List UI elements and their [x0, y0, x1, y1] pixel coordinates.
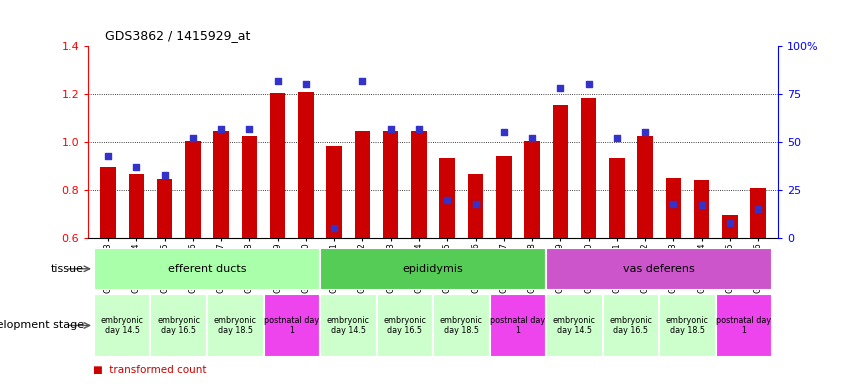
Text: development stage: development stage	[0, 320, 84, 331]
Point	[497, 129, 510, 136]
Bar	[489, 294, 546, 357]
Bar	[440, 158, 455, 238]
Point	[553, 85, 567, 91]
Text: embryonic
day 18.5: embryonic day 18.5	[440, 316, 483, 335]
Text: embryonic
day 16.5: embryonic day 16.5	[610, 316, 653, 335]
Bar	[694, 180, 710, 238]
Point	[384, 126, 398, 132]
Bar	[94, 248, 320, 290]
Bar	[546, 294, 603, 357]
Bar	[263, 294, 320, 357]
Bar	[100, 167, 116, 238]
Bar	[241, 136, 257, 238]
Point	[723, 220, 737, 226]
Bar	[665, 178, 681, 238]
Text: postnatal day
1: postnatal day 1	[490, 316, 546, 335]
Text: postnatal day
1: postnatal day 1	[264, 316, 320, 335]
Bar	[722, 215, 738, 238]
Bar	[214, 131, 229, 238]
Point	[214, 126, 228, 132]
Text: embryonic
day 14.5: embryonic day 14.5	[101, 316, 144, 335]
Bar	[637, 136, 653, 238]
Bar	[320, 294, 377, 357]
Point	[102, 152, 115, 159]
Bar	[151, 294, 207, 357]
Point	[468, 200, 482, 207]
Point	[186, 135, 199, 141]
Point	[526, 135, 539, 141]
Text: vas deferens: vas deferens	[623, 264, 696, 274]
Bar	[207, 294, 263, 357]
Point	[412, 126, 426, 132]
Bar	[377, 294, 433, 357]
Point	[356, 78, 369, 84]
Bar	[355, 131, 370, 238]
Text: GDS3862 / 1415929_at: GDS3862 / 1415929_at	[105, 29, 251, 42]
Bar	[496, 157, 511, 238]
Text: embryonic
day 16.5: embryonic day 16.5	[383, 316, 426, 335]
Text: embryonic
day 16.5: embryonic day 16.5	[157, 316, 200, 335]
Bar	[129, 174, 144, 238]
Point	[582, 81, 595, 88]
Text: postnatal day
1: postnatal day 1	[717, 316, 771, 335]
Bar	[411, 131, 426, 238]
Bar	[468, 174, 484, 238]
Bar	[270, 93, 285, 238]
Bar	[546, 248, 772, 290]
Point	[695, 202, 708, 209]
Bar	[659, 294, 716, 357]
Point	[441, 197, 454, 203]
Point	[751, 206, 764, 212]
Bar	[326, 146, 342, 238]
Text: embryonic
day 14.5: embryonic day 14.5	[553, 316, 596, 335]
Point	[610, 135, 623, 141]
Point	[130, 164, 143, 170]
Point	[638, 129, 652, 136]
Text: embryonic
day 18.5: embryonic day 18.5	[214, 316, 257, 335]
Point	[243, 126, 257, 132]
Text: tissue: tissue	[51, 264, 84, 274]
Bar	[716, 294, 772, 357]
Point	[158, 172, 172, 178]
Bar	[603, 294, 659, 357]
Bar	[581, 98, 596, 238]
Bar	[609, 158, 625, 238]
Text: ■  transformed count: ■ transformed count	[93, 365, 206, 375]
Text: efferent ducts: efferent ducts	[167, 264, 246, 274]
Bar	[156, 179, 172, 238]
Bar	[553, 105, 568, 238]
Point	[327, 225, 341, 232]
Bar	[524, 141, 540, 238]
Point	[271, 78, 284, 84]
Bar	[320, 248, 546, 290]
Bar	[299, 92, 314, 238]
Bar	[750, 188, 766, 238]
Text: embryonic
day 18.5: embryonic day 18.5	[666, 316, 709, 335]
Bar	[94, 294, 151, 357]
Text: embryonic
day 14.5: embryonic day 14.5	[327, 316, 370, 335]
Bar	[383, 131, 399, 238]
Point	[667, 200, 680, 207]
Bar	[433, 294, 489, 357]
Point	[299, 81, 313, 88]
Text: epididymis: epididymis	[403, 264, 463, 274]
Bar	[185, 141, 201, 238]
